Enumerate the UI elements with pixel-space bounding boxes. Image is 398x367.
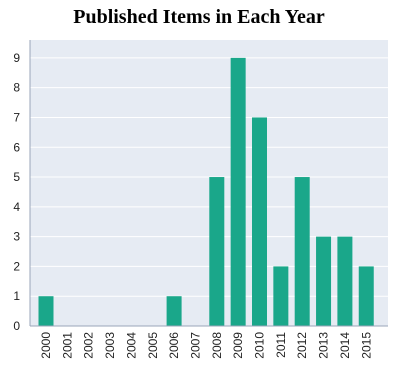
- x-tick-label-2002: 2002: [82, 332, 96, 359]
- x-tick-label-2010: 2010: [253, 332, 267, 359]
- x-tick-label-2000: 2000: [39, 332, 53, 359]
- y-tick-label-1: 1: [13, 289, 20, 303]
- x-tick-label-2004: 2004: [124, 332, 138, 359]
- x-tick-label-2003: 2003: [103, 332, 117, 359]
- axes: [29, 40, 388, 327]
- y-tick-label-5: 5: [13, 170, 20, 184]
- x-tick-label-2007: 2007: [188, 332, 202, 359]
- x-tick-label-2009: 2009: [231, 332, 245, 359]
- x-tick-label-2013: 2013: [317, 332, 331, 359]
- y-tick-label-6: 6: [13, 140, 20, 154]
- x-tick-labels: 2000 2001 2002 2003 2004 2005 2006 2007 2008 2009…: [39, 332, 373, 359]
- x-tick-label-2005: 2005: [146, 332, 160, 359]
- y-tick-label-3: 3: [13, 230, 20, 244]
- x-tick-label-2014: 2014: [338, 332, 352, 359]
- bar-2015: [358, 266, 374, 326]
- chart-title: Published Items in Each Year: [73, 6, 325, 28]
- bar-2010: [252, 117, 267, 326]
- bar-2013: [316, 236, 332, 326]
- x-tick-label-2015: 2015: [359, 332, 373, 359]
- plot-area: [30, 40, 388, 326]
- bar-2011: [273, 266, 289, 326]
- bar-2006: [166, 296, 182, 326]
- x-tick-label-2008: 2008: [210, 332, 224, 359]
- x-tick-label-2012: 2012: [295, 332, 309, 359]
- bar-2009: [230, 57, 246, 326]
- y-tick-label-4: 4: [13, 200, 20, 214]
- y-tick-label-9: 9: [13, 51, 20, 65]
- bar-2014: [337, 236, 353, 326]
- x-tick-label-2006: 2006: [167, 332, 181, 359]
- bar-2000: [38, 296, 54, 326]
- bar-2008: [209, 177, 225, 326]
- x-tick-label-2001: 2001: [60, 332, 74, 359]
- y-tick-label-8: 8: [13, 81, 20, 95]
- bar-2012: [294, 177, 310, 326]
- y-tick-label-7: 7: [13, 110, 20, 124]
- bars: [38, 57, 374, 326]
- y-tick-label-0: 0: [13, 319, 20, 333]
- x-tick-label-2011: 2011: [274, 332, 288, 358]
- y-tick-labels: 0 1 2 3 4 5 6 7 8 9: [13, 51, 20, 333]
- y-tick-label-2: 2: [13, 259, 20, 273]
